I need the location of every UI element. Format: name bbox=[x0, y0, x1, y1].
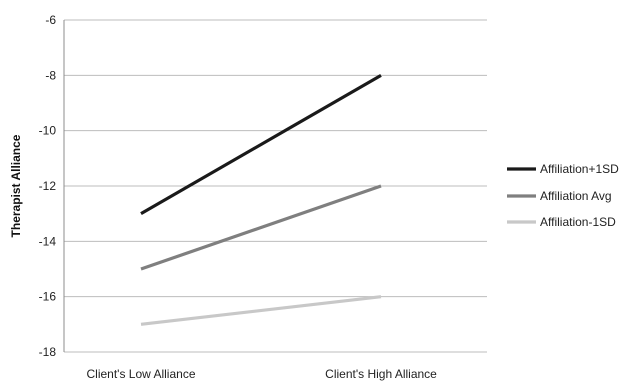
gridlines bbox=[64, 19, 487, 353]
y-tick-label: -14 bbox=[39, 234, 57, 248]
legend-label: Affiliation+1SD bbox=[540, 162, 619, 176]
legend-label: Affiliation Avg bbox=[540, 189, 612, 203]
y-axis-title: Therapist Alliance bbox=[9, 134, 23, 237]
x-tick-label: Client's High Alliance bbox=[325, 367, 437, 381]
x-tick-labels: Client's Low Alliance Client's High Allia… bbox=[86, 367, 437, 381]
series-lines bbox=[140, 73, 382, 326]
series-line bbox=[140, 295, 382, 326]
legend-label: Affiliation-1SD bbox=[540, 215, 616, 229]
legend: Affiliation+1SD Affiliation Avg Affiliatio… bbox=[507, 162, 619, 229]
y-tick-label: -8 bbox=[45, 68, 56, 82]
x-tick-label: Client's Low Alliance bbox=[86, 367, 195, 381]
y-tick-label: -16 bbox=[39, 290, 57, 304]
series-line bbox=[140, 184, 382, 271]
y-tick-label: -10 bbox=[39, 124, 57, 138]
y-tick-label: -18 bbox=[39, 345, 57, 359]
y-tick-label: -6 bbox=[45, 13, 56, 27]
series-line bbox=[140, 73, 382, 216]
y-tick-labels: -18 -16 -14 -12 -10 -8 -6 bbox=[39, 13, 57, 359]
y-tick-label: -12 bbox=[39, 179, 57, 193]
